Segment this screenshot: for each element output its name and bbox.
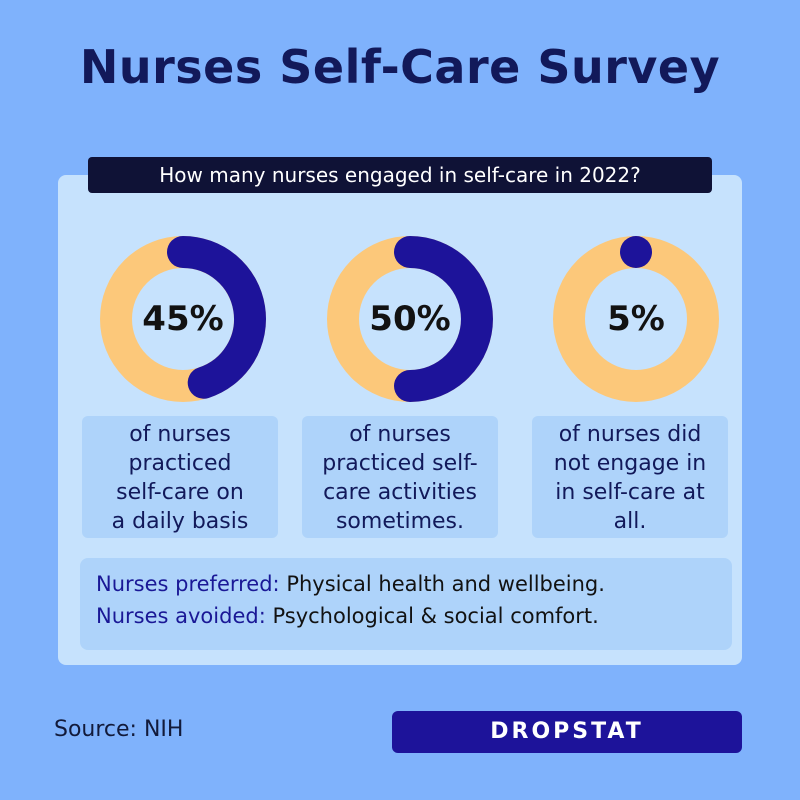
donut-percentage: 50% [369, 299, 451, 339]
dropstat-logo: DROPSTAT [490, 719, 644, 744]
description-daily: of nurses practiced self-care on a daily… [82, 416, 278, 538]
preferred-row: Nurses preferred: Physical health and we… [96, 568, 732, 600]
donut-chart-none: 5% [546, 229, 726, 409]
preferred-label: Nurses preferred: [96, 572, 280, 596]
donut-percentage: 45% [142, 299, 224, 339]
preferences-box: Nurses preferred: Physical health and we… [80, 558, 732, 650]
donut-svg [100, 236, 266, 402]
source-note: Source: NIH [54, 717, 184, 742]
avoided-label: Nurses avoided: [96, 604, 266, 628]
donut-value-arc [394, 236, 493, 402]
description-line: all. [613, 509, 647, 534]
description-line: of nurses did [558, 422, 702, 447]
brand-banner: DROPSTAT [392, 711, 742, 753]
preferred-value: Physical health and wellbeing. [286, 572, 605, 596]
donut-svg [327, 236, 493, 402]
description-line: a daily basis [111, 509, 249, 534]
page-title: Nurses Self-Care Survey [79, 40, 721, 94]
avoided-row: Nurses avoided: Psychological & social c… [96, 600, 732, 632]
donut-value-arc [167, 236, 266, 399]
description-line: care activities [323, 480, 477, 505]
donut-chart-daily: 45% [93, 229, 273, 409]
description-line: sometimes. [335, 509, 465, 534]
description-line: practiced [128, 451, 232, 476]
description-none: of nurses did not engage in in self-care… [532, 416, 728, 538]
description-line: in self-care at [555, 480, 705, 505]
survey-question: How many nurses engaged in self-care in … [88, 157, 712, 193]
description-line: of nurses [349, 422, 451, 447]
donut-chart-sometimes: 50% [320, 229, 500, 409]
description-line: not engage in [553, 451, 707, 476]
avoided-value: Psychological & social comfort. [272, 604, 599, 628]
donut-svg [553, 236, 719, 402]
description-line: practiced self- [322, 451, 478, 476]
description-sometimes: of nurses practiced self- care activitie… [302, 416, 498, 538]
description-line: self-care on [116, 480, 244, 505]
description-line: of nurses [129, 422, 231, 447]
donut-percentage: 5% [607, 299, 665, 339]
